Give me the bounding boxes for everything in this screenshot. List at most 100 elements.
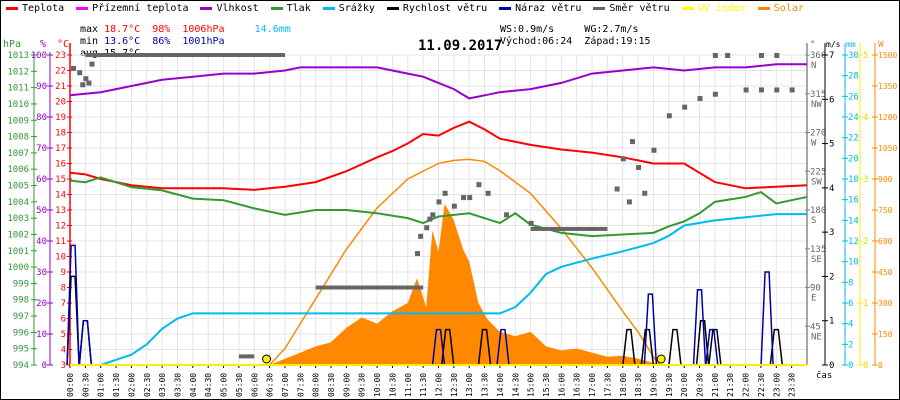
x-tick-label: 14:00 xyxy=(496,373,505,397)
legend-item: Teplota xyxy=(6,3,64,14)
wind-direction-point xyxy=(467,195,473,201)
pressure-tick-label: 1006 xyxy=(7,165,29,175)
legend-swatch xyxy=(681,7,694,10)
legend-item: Náraz větru xyxy=(499,3,581,14)
x-tick-label: 15:00 xyxy=(527,373,536,397)
x-tick-label: 00:00 xyxy=(66,373,75,397)
wind-tick-label: 6 xyxy=(829,95,834,105)
direction-tick-label: 270 xyxy=(810,129,826,139)
temperature-tick-label: 11 xyxy=(55,237,66,247)
x-tick-label: 13:30 xyxy=(481,373,490,397)
wind-tick-label: 2 xyxy=(829,272,834,282)
legend-item: UV index xyxy=(681,3,746,14)
wind-tick-label: 4 xyxy=(829,184,834,194)
wind-gust-spike xyxy=(496,328,510,366)
solar-line xyxy=(269,158,661,366)
legend-swatch xyxy=(757,7,770,10)
x-tick-label: 05:30 xyxy=(235,373,244,397)
wind-gust-spike xyxy=(78,319,93,366)
uv-tick-label: 2 xyxy=(863,237,868,247)
wind-direction-point xyxy=(682,104,688,110)
wind-gust-max: WG:2.7m/s xyxy=(584,24,639,35)
rain-axis-unit: mm xyxy=(846,40,856,49)
x-tick-label: 08:30 xyxy=(327,373,336,397)
wind-direction-point xyxy=(424,225,430,231)
x-tick-label: 23:00 xyxy=(772,373,781,397)
rain-tick-label: 24 xyxy=(848,113,859,123)
legend-swatch xyxy=(593,7,606,10)
legend-item: Tlak xyxy=(270,3,311,14)
wind-direction-point xyxy=(83,76,89,82)
wind-direction-point xyxy=(430,212,436,218)
solar-tick-label: 600 xyxy=(878,237,893,246)
pressure-tick-label: 1012 xyxy=(7,67,29,77)
temperature-axis-unit: °C xyxy=(57,39,69,50)
rain-tick-label: 10 xyxy=(848,258,859,268)
legend-label: Přízemní teplota xyxy=(92,3,189,14)
pressure-tick-label: 996 xyxy=(13,328,29,338)
legend-swatch xyxy=(386,7,399,10)
legend-swatch xyxy=(499,7,512,10)
wind-direction-point xyxy=(442,190,448,196)
rain-tick-label: 2 xyxy=(848,340,853,350)
wind-speed-spike xyxy=(668,328,682,366)
x-tick-label: 03:00 xyxy=(158,373,167,397)
x-tick-label: 18:30 xyxy=(634,373,643,397)
x-tick-label: 04:30 xyxy=(204,373,213,397)
rain-tick-label: 26 xyxy=(848,92,859,102)
wind-direction-point xyxy=(712,53,718,58)
solar-tick-label: 300 xyxy=(878,299,893,308)
uv-tick-label: 0 xyxy=(863,361,868,371)
x-tick-label: 22:30 xyxy=(757,373,766,397)
solar-tick-label: 1050 xyxy=(878,144,897,153)
x-tick-label: 23:30 xyxy=(788,373,797,397)
direction-tick-label: 90 xyxy=(810,284,821,294)
rain-tick-label: 28 xyxy=(848,72,859,82)
pressure-tick-label: 1007 xyxy=(7,149,29,159)
temperature-tick-label: 3 xyxy=(61,361,66,371)
wind-direction-point xyxy=(629,139,635,145)
humidity-tick-label: 90 xyxy=(36,82,47,92)
humidity-tick-label: 40 xyxy=(36,237,47,247)
solar-tick-label: 150 xyxy=(878,330,893,339)
direction-tick-compass: S xyxy=(811,216,816,226)
legend-item: Srážky xyxy=(322,3,375,14)
max-temp: 18.7°C xyxy=(104,24,141,35)
solar-area xyxy=(269,203,660,365)
wind-direction-point xyxy=(614,186,620,192)
wind-direction-bar xyxy=(530,226,608,231)
pressure-tick-label: 1000 xyxy=(7,263,29,273)
solar-tick-label: 1200 xyxy=(878,113,897,122)
uv-tick-label: 4 xyxy=(863,113,868,123)
x-tick-label: 16:00 xyxy=(557,373,566,397)
pressure-tick-label: 1011 xyxy=(7,84,29,94)
stats-min-row: min 13.6°C 86% 1001hPa xyxy=(80,36,225,47)
x-tick-label: 15:30 xyxy=(542,373,551,397)
legend-swatch xyxy=(322,7,335,10)
direction-tick-label: 45 xyxy=(810,322,821,332)
humidity-tick-label: 0 xyxy=(42,361,47,371)
legend-item: Solar xyxy=(757,3,804,14)
x-tick-label: 16:30 xyxy=(573,373,582,397)
rain-tick-label: 0 xyxy=(848,361,853,371)
x-tick-label: 11:30 xyxy=(419,373,428,397)
legend-label: Srážky xyxy=(338,3,375,14)
legend-item: Vlhkost xyxy=(200,3,259,14)
x-tick-label: 19:00 xyxy=(649,373,658,397)
wind-speed-spike xyxy=(477,328,492,366)
x-tick-label: 09:00 xyxy=(342,373,351,397)
x-tick-label: 04:00 xyxy=(189,373,198,397)
rain-tick-label: 16 xyxy=(848,196,859,206)
wind-direction-point xyxy=(666,113,672,119)
x-tick-label: 10:00 xyxy=(373,373,382,397)
x-tick-label: 07:00 xyxy=(281,373,290,397)
rain-tick-label: 8 xyxy=(848,278,853,288)
wind-direction-point xyxy=(80,82,86,88)
x-axis-label: čas xyxy=(816,370,832,381)
series-line-srážky xyxy=(70,213,807,366)
wind-direction-point xyxy=(642,190,648,196)
wind-speed-spike xyxy=(440,328,455,366)
temperature-tick-label: 20 xyxy=(55,98,66,108)
wind-tick-label: 1 xyxy=(829,317,834,327)
wind-direction-point xyxy=(504,212,510,218)
